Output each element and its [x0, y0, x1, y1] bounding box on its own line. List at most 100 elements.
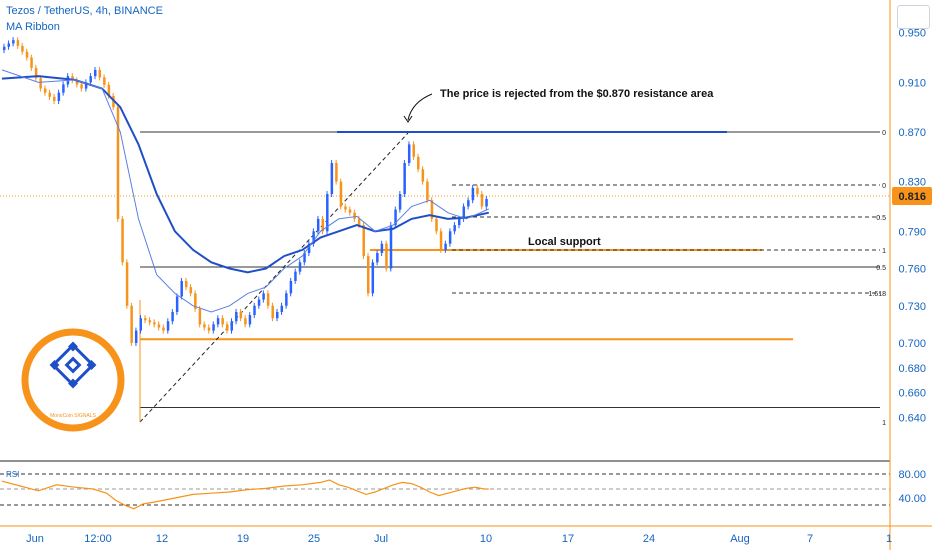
time-tick-label: 7	[807, 533, 813, 545]
rsi-pane[interactable]: RSI	[0, 470, 890, 510]
time-tick-label: 12:00	[84, 533, 112, 545]
candle-body	[394, 209, 397, 226]
candle-body	[453, 225, 456, 232]
candle-body	[303, 253, 306, 263]
candle-body	[75, 80, 79, 85]
candle-body	[30, 57, 33, 68]
candle-body	[262, 293, 265, 300]
price-tick-label: 0.830	[898, 177, 926, 189]
candle-body	[376, 253, 379, 263]
candle-body	[157, 324, 161, 328]
candle-body	[294, 271, 297, 281]
candle-body	[271, 305, 274, 319]
candle-body	[480, 194, 484, 207]
ma-fast-line	[1, 69, 489, 313]
candle-body	[198, 308, 202, 325]
price-tick-label: 0.790	[898, 226, 926, 238]
candle-body	[203, 324, 206, 328]
candle-body	[285, 293, 288, 306]
candle-body	[330, 163, 334, 195]
fib-label: 1	[882, 420, 886, 427]
candle-body	[230, 321, 233, 331]
candle-body	[266, 293, 270, 306]
rsi-line	[1, 479, 489, 510]
candle-body	[458, 218, 461, 226]
time-tick-label: 10	[480, 533, 492, 545]
annotation-arrow	[407, 93, 433, 121]
axis-settings-box[interactable]	[897, 5, 930, 29]
fib-label: 0	[882, 183, 886, 190]
last-price-badge	[892, 187, 932, 205]
annotations: The price is rejected from the $0.870 re…	[440, 88, 714, 248]
fib-label: 0.5	[876, 215, 886, 222]
candle-body	[7, 43, 11, 47]
fib-label: 1.618	[868, 291, 886, 298]
fib-label: 0	[882, 130, 886, 137]
candle-body	[362, 225, 365, 257]
candle-body	[175, 296, 179, 312]
annotation-arrowhead	[403, 115, 413, 123]
candle-body	[335, 163, 338, 182]
candle-body	[289, 280, 293, 294]
candle-body	[357, 218, 361, 226]
candle-body	[212, 324, 215, 331]
candle-body	[353, 212, 356, 219]
candle-body	[257, 299, 261, 306]
candle-body	[253, 305, 256, 316]
candle-body	[144, 318, 147, 321]
candle-body	[280, 305, 284, 312]
candle-body	[316, 218, 320, 232]
candle-body	[62, 84, 65, 93]
candle-body	[185, 280, 188, 288]
candle-body	[166, 321, 170, 331]
candle-body	[39, 78, 42, 89]
candle-body	[426, 181, 429, 201]
price-tick-label: 0.760	[898, 264, 926, 276]
candle-body	[312, 231, 315, 244]
candle-body	[398, 194, 402, 210]
candle-body	[385, 243, 388, 269]
candle-body	[412, 144, 415, 157]
fib-label: 0.5	[876, 265, 886, 272]
candle-body	[125, 262, 129, 306]
candle-body	[239, 311, 243, 319]
candle-body	[326, 194, 329, 232]
candle-body	[71, 76, 74, 81]
candle-body	[367, 256, 370, 294]
candle-body	[298, 262, 302, 272]
price-tick-label: 0.870	[898, 127, 926, 139]
candle-body	[80, 84, 83, 89]
time-tick-label: Aug	[730, 533, 750, 545]
candle-body	[130, 305, 133, 343]
logo: MonoCoin SIGNALS	[21, 328, 125, 432]
candle-body	[34, 67, 38, 79]
candle-body	[371, 262, 375, 294]
candle-body	[53, 96, 56, 101]
rsi-legend: RSI	[6, 470, 19, 479]
fib-label: 1	[882, 248, 886, 255]
candle-body	[444, 243, 447, 250]
candle-body	[107, 84, 111, 97]
candle-body	[189, 287, 193, 294]
candle-body	[16, 40, 20, 46]
candle-body	[94, 69, 97, 77]
candle-body	[225, 324, 229, 331]
candle-body	[471, 187, 475, 201]
time-tick-label: Jun	[26, 533, 44, 545]
candle-body	[89, 76, 92, 83]
candle-body	[121, 218, 124, 263]
candle-body	[57, 92, 61, 101]
rsi-tick-label: 80.00	[898, 469, 926, 481]
candle-body	[389, 225, 393, 269]
price-tick-label: 0.730	[898, 301, 926, 313]
candle-body	[134, 330, 138, 343]
candle-body	[221, 318, 224, 325]
candle-body	[307, 243, 311, 254]
candle-body	[148, 320, 152, 323]
price-pane[interactable]	[0, 37, 890, 423]
price-tick-label: 0.660	[898, 388, 926, 400]
candle-body	[84, 82, 88, 89]
